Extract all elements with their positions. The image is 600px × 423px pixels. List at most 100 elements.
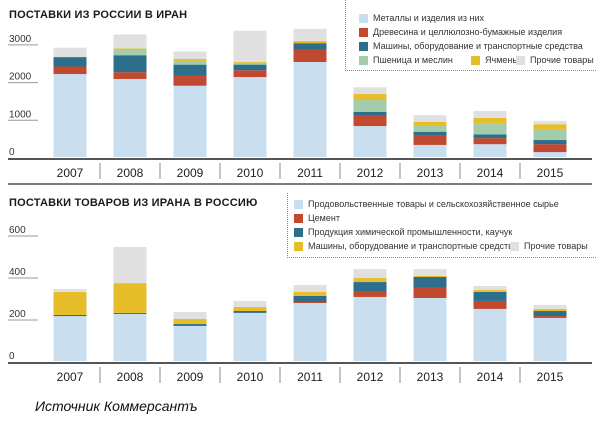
bar-segment-mach-2010 [233, 307, 267, 312]
bar-segment-chem-2011 [293, 295, 327, 302]
bar-segment-wheat-2014 [473, 123, 507, 135]
bar-segment-barley-2008 [113, 48, 147, 50]
y-tick-label: 3000 [9, 34, 32, 45]
bar-segment-barley-2010 [233, 61, 267, 63]
bar-segment-food-2013 [413, 298, 447, 361]
bar-segment-wood-2010 [233, 70, 267, 78]
bar-segment-wheat-2008 [113, 49, 147, 56]
bar-segment-food-2010 [233, 312, 267, 361]
x-tick-label: 2010 [237, 166, 264, 180]
bar-segment-machines-2011 [293, 43, 327, 50]
bar-segment-food-2015 [533, 317, 567, 361]
legend-swatch [471, 55, 480, 65]
bar-segment-barley-2011 [293, 40, 327, 44]
bar-segment-other-2012 [353, 269, 387, 279]
legend-label: Пшеница и меслин [373, 55, 453, 65]
bar-segment-barley-2012 [353, 94, 387, 101]
x-tick-label: 2011 [297, 166, 323, 180]
chart-title-russia-to-iran: ПОСТАВКИ ИЗ РОССИИ В ИРАН [9, 9, 188, 21]
bar-segment-wood-2013 [413, 135, 447, 145]
bar-segment-cement-2012 [353, 291, 387, 297]
chart-iran-to-russia: 0 200 400 600 2007 2008 2009 2010 2011 2012 2013 20… [8, 225, 592, 384]
legend-swatch [294, 241, 303, 251]
legend-label: Ячмень [485, 55, 518, 65]
chart-title-iran-to-russia: ПОСТАВКИ ТОВАРОВ ИЗ ИРАНА В РОССИЮ [9, 197, 258, 209]
legend-item-metals: Металлы и изделия из них [359, 13, 484, 23]
bar-segment-barley-2014 [473, 117, 507, 124]
legend-label: Древесина и целлюлозно-бумажные изделия [373, 27, 563, 37]
bar-segment-food-2008 [113, 313, 147, 361]
bar-segment-other-2009 [173, 51, 207, 59]
legend-iran-to-russia: Продовольственные товары и сельскохозяйс… [287, 193, 596, 258]
legend-swatch [359, 55, 368, 65]
legend-item-other: Прочие товары [516, 55, 594, 65]
bar-segment-metals-2011 [293, 61, 327, 157]
bar-segment-other-2014 [473, 286, 507, 291]
bar-segment-chem-2014 [473, 291, 507, 301]
y-tick-label: 1000 [9, 109, 32, 120]
bar-segment-wheat-2010 [233, 62, 267, 65]
legend-swatch [294, 213, 303, 223]
bar-segment-metals-2015 [533, 152, 567, 157]
bar-segment-wheat-2015 [533, 129, 567, 141]
bar-segment-barley-2015 [533, 124, 567, 130]
bar-segment-other-2010 [233, 300, 267, 308]
y-tick-label: 600 [9, 225, 26, 236]
legend-item-wood: Древесина и целлюлозно-бумажные изделия [359, 27, 562, 37]
bar-segment-machines-2008 [113, 55, 147, 73]
bar-segment-wheat-2009 [173, 60, 207, 65]
bar-segment-other-2008 [113, 246, 147, 284]
x-tick-label: 2014 [477, 370, 504, 384]
bar-segment-wood-2014 [473, 138, 507, 145]
x-tick-label: 2013 [417, 166, 444, 180]
bar-segment-metals-2010 [233, 77, 267, 157]
bar-segment-other-2008 [113, 34, 147, 49]
legend-swatch [359, 27, 368, 37]
bar-segment-other-2012 [353, 87, 387, 95]
legend-label: Продовольственные товары и сельскохозяйс… [308, 199, 559, 209]
legend-item-other: Прочие товары [510, 241, 588, 251]
bar-segment-mach-2014 [473, 290, 507, 292]
bar-segment-mach-2012 [353, 278, 387, 283]
y-tick-label: 0 [9, 147, 15, 158]
bar-segment-machines-2007 [53, 57, 87, 67]
bar-segment-wood-2011 [293, 49, 327, 62]
bar-segment-metals-2008 [113, 78, 147, 157]
bar-segment-mach-2015 [533, 308, 567, 312]
bar-segment-chem-2010 [233, 311, 267, 313]
x-tick-label: 2012 [357, 370, 384, 384]
legend-russia-to-iran: Металлы и изделия из них Древесина и цел… [345, 0, 596, 71]
x-tick-label: 2014 [477, 166, 504, 180]
legend-item-machines: Машины, оборудование и транспортные сред… [359, 41, 583, 51]
legend-label: Продукция химической промышленности, кау… [308, 227, 513, 237]
legend-item-chem: Продукция химической промышленности, кау… [294, 227, 512, 237]
bar-segment-wood-2008 [113, 72, 147, 79]
bar-segment-metals-2014 [473, 144, 507, 157]
legend-item-cement: Цемент [294, 213, 340, 223]
bar-segment-other-2010 [233, 30, 267, 62]
x-tick-label: 2008 [117, 370, 144, 384]
legend-swatch [294, 227, 303, 237]
legend-label: Металлы и изделия из них [373, 13, 485, 23]
bar-segment-food-2007 [53, 316, 87, 361]
y-tick-label: 2000 [9, 72, 32, 83]
x-tick-label: 2009 [177, 166, 204, 180]
bar-segment-chem-2013 [413, 277, 447, 288]
bar-segment-cement-2015 [533, 316, 567, 318]
legend-label: Прочие товары [524, 241, 588, 251]
x-tick-label: 2008 [117, 166, 144, 180]
bar-segment-machines-2013 [413, 131, 447, 136]
x-tick-label: 2007 [57, 370, 84, 384]
bar-segment-food-2014 [473, 308, 507, 361]
bar-segment-other-2011 [293, 28, 327, 41]
legend-label: Машины, оборудование и транспортные сред… [308, 241, 518, 251]
legend-item-wheat: Пшеница и меслин [359, 55, 453, 65]
bar-segment-food-2009 [173, 325, 207, 361]
x-tick-label: 2015 [537, 370, 564, 384]
legend-swatch [359, 41, 368, 51]
bar-segment-wheat-2012 [353, 100, 387, 112]
bar-segment-food-2012 [353, 296, 387, 361]
chart-russia-to-iran: 0 1000 2000 3000 2007 2008 2009 2010 2011 2012 201… [8, 28, 592, 185]
bar-segment-machines-2014 [473, 134, 507, 139]
bar-segment-metals-2013 [413, 144, 447, 157]
